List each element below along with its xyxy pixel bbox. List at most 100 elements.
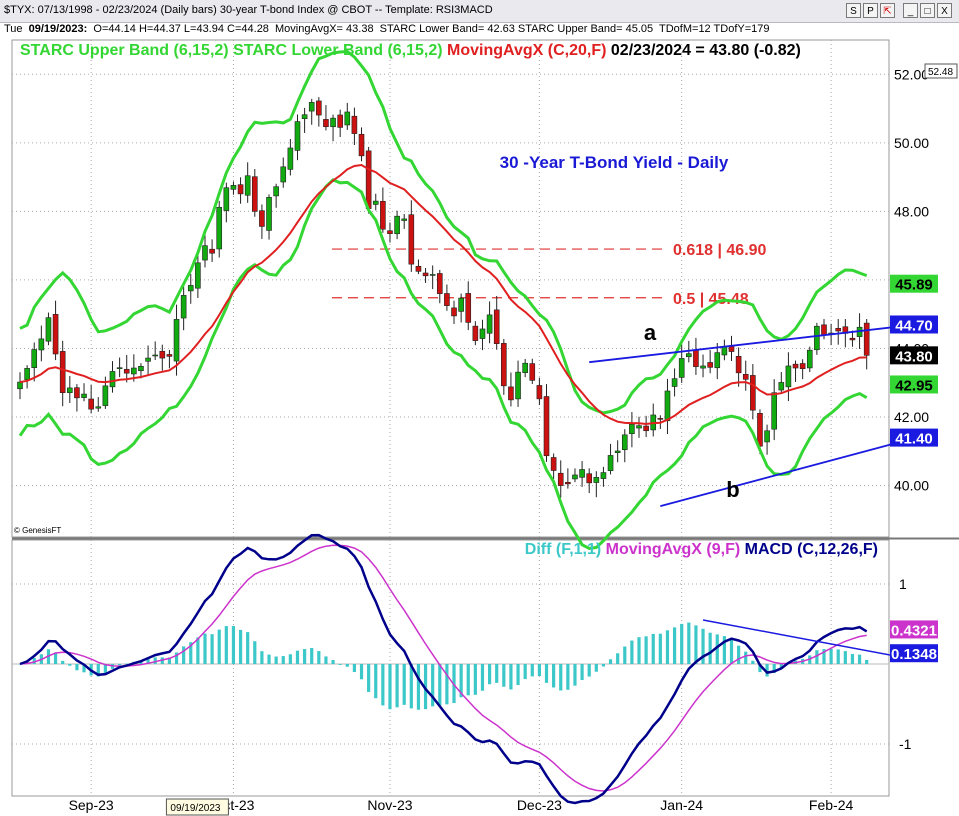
candle-body [330, 117, 336, 128]
price-right-label: 45.89 [895, 277, 933, 294]
info-tdof: TDofM=12 TDofY=179 [659, 23, 770, 35]
candle [444, 284, 450, 311]
candle-body [750, 375, 756, 411]
candle-body [778, 382, 785, 391]
histogram-bar [146, 658, 150, 664]
histogram-bar [210, 634, 214, 664]
candle [31, 342, 38, 382]
histogram-bar [537, 664, 541, 677]
candle [515, 360, 521, 407]
histogram-bar [708, 632, 712, 664]
candle [323, 105, 329, 131]
candle-body [707, 362, 713, 368]
candle-body [536, 385, 543, 400]
candle [508, 372, 514, 407]
candle [557, 460, 564, 498]
candle [166, 349, 173, 369]
x-tick-label: Jan-24 [660, 797, 703, 813]
candle [543, 384, 550, 462]
candle-body [472, 325, 479, 341]
candle-body [572, 474, 578, 480]
minimize-button[interactable]: _ [903, 3, 918, 18]
histogram-bar [865, 659, 869, 664]
candle [301, 107, 308, 133]
histogram-bar [566, 664, 570, 690]
candle [429, 265, 436, 290]
histogram-bar [608, 659, 613, 664]
candle-body [678, 358, 685, 378]
candle-body [771, 392, 777, 430]
candle-body [451, 307, 457, 317]
histogram-bar [630, 640, 634, 664]
candle-body [593, 477, 600, 483]
candle-body [444, 293, 450, 306]
candle [728, 335, 735, 362]
price-right-label-bg [890, 315, 938, 334]
candle-body [273, 186, 279, 197]
price-right-label-bg [890, 375, 938, 394]
macd-panel-frame [11, 539, 890, 797]
candle [195, 252, 201, 299]
candle [742, 360, 749, 391]
histogram-bar [601, 664, 606, 667]
detach-button[interactable]: ⇱ [880, 3, 895, 18]
macd-tick-label: -1 [899, 736, 912, 752]
trendline-a [589, 323, 917, 364]
candle [536, 377, 543, 406]
candle [67, 376, 73, 404]
candle-body [109, 371, 116, 388]
candle-body [714, 352, 721, 369]
histogram-bar [715, 634, 719, 664]
histogram-bar [623, 646, 627, 664]
window-title: $TYX: 07/13/1998 - 02/23/2024 (Daily bar… [4, 4, 493, 16]
candle-body [387, 230, 393, 234]
candle [401, 214, 408, 229]
candle-body [501, 343, 507, 387]
histogram-bar [445, 664, 449, 705]
candle [17, 372, 23, 400]
histogram-bar [352, 664, 357, 673]
histogram-bar [182, 646, 186, 664]
candle [358, 127, 365, 162]
candle [259, 204, 265, 239]
candle [372, 193, 379, 211]
candle [821, 319, 827, 340]
candle [337, 109, 343, 138]
candle [408, 200, 415, 272]
histogram-bar [530, 664, 534, 677]
histogram-bar [196, 637, 200, 664]
candle-body [380, 200, 386, 230]
candle-body [145, 357, 151, 362]
p-button[interactable]: P [863, 3, 878, 18]
candle-body [863, 322, 870, 356]
histogram-bar [267, 654, 271, 664]
candle [109, 361, 116, 393]
histogram-bar [850, 653, 855, 664]
price-right-label-bg [890, 274, 938, 293]
candle-body [131, 367, 137, 375]
candle [579, 461, 585, 487]
candle [472, 321, 479, 346]
info-bar: Tue 09/19/2023: O=44.14 H=44.37 L=43.94 … [0, 23, 959, 38]
candle-body [515, 371, 521, 400]
candle-body [123, 369, 130, 374]
candle [714, 342, 721, 380]
legend-entry: STARC Upper Band (6,15,2) [20, 42, 229, 59]
maximize-button[interactable]: □ [920, 3, 935, 18]
histogram-bar [665, 630, 670, 664]
candle [664, 378, 671, 435]
candle [735, 347, 742, 387]
price-panel-frame [11, 39, 890, 538]
candle [785, 352, 792, 402]
price-legend: STARC Upper Band (6,15,2) STARC Lower Ba… [20, 42, 801, 59]
candle-body [45, 317, 52, 342]
s-button[interactable]: S [846, 3, 861, 18]
candle [244, 162, 251, 203]
histogram-bar [217, 629, 221, 664]
close-button[interactable]: X [937, 3, 952, 18]
histogram-bar [61, 660, 65, 664]
candle-body [508, 386, 514, 401]
candle-body [785, 365, 792, 388]
candle-body [358, 133, 365, 157]
candle-body [67, 387, 73, 393]
